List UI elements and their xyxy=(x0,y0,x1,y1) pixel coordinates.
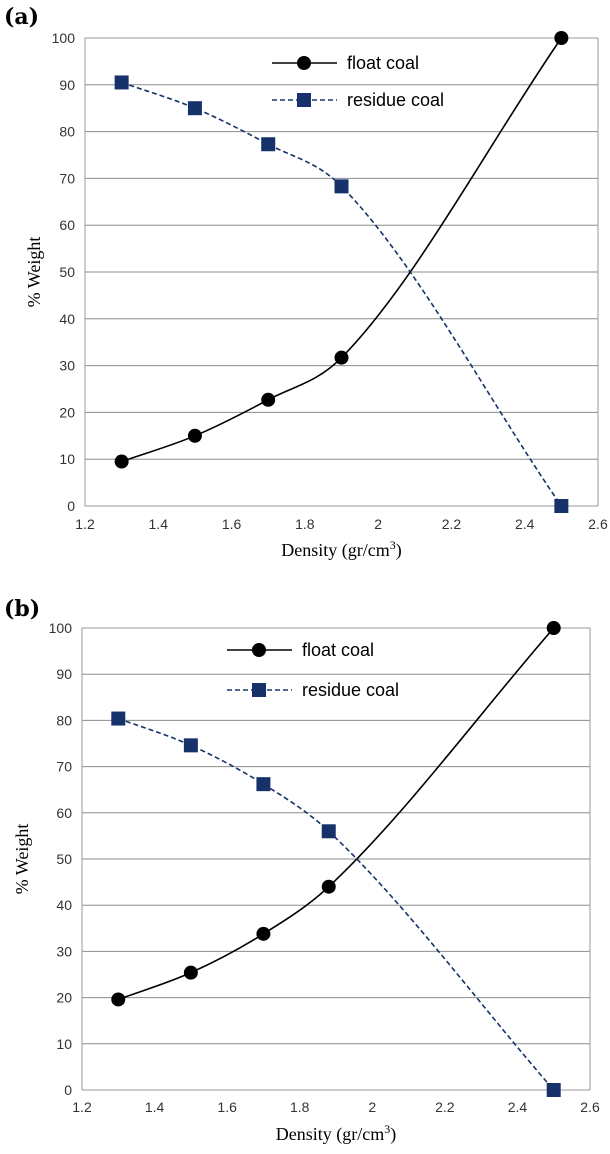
legend-label-residue-coal: residue coal xyxy=(302,680,399,700)
x-axis-label: Density (gr/cm3) xyxy=(281,538,401,561)
x-tick-label: 2.4 xyxy=(508,1099,528,1115)
y-tick-label: 60 xyxy=(59,217,75,233)
y-tick-label: 80 xyxy=(59,124,75,140)
data-point-float-coal xyxy=(261,392,276,407)
x-tick-label: 2.2 xyxy=(435,1099,455,1115)
x-tick-label: 1.4 xyxy=(149,516,169,532)
x-tick-label: 1.2 xyxy=(72,1099,92,1115)
data-point-float-coal xyxy=(256,926,271,941)
series-line-float-coal xyxy=(118,627,555,1001)
y-axis-label: % Weight xyxy=(12,824,32,895)
x-tick-label: 2.2 xyxy=(442,516,462,532)
x-axis-label: Density (gr/cm3) xyxy=(276,1122,396,1145)
x-tick-label: 1.6 xyxy=(217,1099,237,1115)
data-point-float-coal xyxy=(114,454,129,469)
y-tick-label: 30 xyxy=(56,943,72,959)
x-axis-label-end: ) xyxy=(390,1124,396,1145)
x-axis-label-text: Density (gr/cm xyxy=(276,1124,384,1145)
y-tick-label: 40 xyxy=(59,311,75,327)
y-tick-label: 40 xyxy=(56,897,72,913)
data-point-float-coal xyxy=(321,879,336,894)
y-tick-label: 60 xyxy=(56,805,72,821)
x-tick-label: 1.2 xyxy=(75,516,95,532)
data-point-residue-coal xyxy=(546,1083,561,1097)
y-axis-label: % Weight xyxy=(24,237,44,308)
x-tick-label: 1.8 xyxy=(290,1099,310,1115)
panel-label: (b) xyxy=(4,596,40,622)
y-tick-label: 0 xyxy=(64,1082,72,1098)
data-point-residue-coal xyxy=(183,738,198,753)
series-line-residue-coal xyxy=(121,81,563,507)
data-point-residue-coal xyxy=(187,101,202,116)
x-tick-label: 2.6 xyxy=(588,516,608,532)
legend-marker-float-coal xyxy=(252,643,266,657)
x-tick-label: 2 xyxy=(374,516,382,532)
chart-panel-a: (a) 0 10 20 30 40 50 60 70 80 90 100 1.2 1.4 1.6 1.8 2 2.… xyxy=(4,4,608,561)
data-point-residue-coal xyxy=(321,824,336,839)
data-point-float-coal xyxy=(187,428,202,443)
data-point-residue-coal xyxy=(554,499,569,513)
data-point-float-coal xyxy=(334,350,349,365)
y-tick-label: 100 xyxy=(52,30,76,46)
y-tick-label: 30 xyxy=(59,358,75,374)
data-point-residue-coal xyxy=(256,777,271,792)
data-point-float-coal xyxy=(546,621,561,635)
x-tick-label: 1.4 xyxy=(145,1099,165,1115)
data-point-float-coal xyxy=(183,965,198,980)
data-point-residue-coal xyxy=(334,179,349,194)
legend-marker-float-coal xyxy=(297,56,311,70)
panel-label: (a) xyxy=(4,4,39,30)
x-tick-label: 2.4 xyxy=(515,516,535,532)
x-tick-label: 2 xyxy=(368,1099,376,1115)
y-tick-label: 90 xyxy=(56,666,72,682)
x-axis-label-text: Density (gr/cm xyxy=(281,540,389,561)
legend-marker-residue-coal xyxy=(297,93,311,107)
y-tick-label: 10 xyxy=(59,451,75,467)
series-line-float-coal xyxy=(121,37,563,463)
data-point-residue-coal xyxy=(261,137,276,152)
legend-label-float-coal: float coal xyxy=(347,53,419,73)
x-tick-label: 1.6 xyxy=(222,516,242,532)
data-point-residue-coal xyxy=(111,711,126,726)
series-line-residue-coal xyxy=(118,717,555,1091)
legend-label-float-coal: float coal xyxy=(302,640,374,660)
y-tick-label: 70 xyxy=(56,759,72,775)
chart-panel-b: (b) 0 10 20 30 40 50 60 70 80 90 100 1.2 1.4 1.6 1.8 2 2.… xyxy=(4,596,600,1145)
plot-area-frame xyxy=(84,37,599,507)
data-point-residue-coal xyxy=(114,75,129,90)
x-axis-label-superscript: 3 xyxy=(390,538,396,552)
y-tick-label: 10 xyxy=(56,1036,72,1052)
y-tick-label: 50 xyxy=(59,264,75,280)
legend-label-residue-coal: residue coal xyxy=(347,90,444,110)
legend-marker-residue-coal xyxy=(252,683,266,697)
plot-area-frame xyxy=(81,627,591,1091)
y-tick-label: 0 xyxy=(67,498,75,514)
y-tick-label: 20 xyxy=(56,990,72,1006)
data-point-float-coal xyxy=(111,992,126,1007)
y-tick-label: 90 xyxy=(59,77,75,93)
y-tick-label: 80 xyxy=(56,712,72,728)
x-axis-label-end: ) xyxy=(396,540,402,561)
y-tick-label: 20 xyxy=(59,404,75,420)
x-tick-label: 2.6 xyxy=(580,1099,600,1115)
y-tick-label: 100 xyxy=(49,620,73,636)
y-tick-label: 50 xyxy=(56,851,72,867)
x-tick-label: 1.8 xyxy=(295,516,315,532)
x-axis-label-superscript: 3 xyxy=(384,1122,390,1136)
y-tick-label: 70 xyxy=(59,170,75,186)
data-point-float-coal xyxy=(554,31,569,45)
